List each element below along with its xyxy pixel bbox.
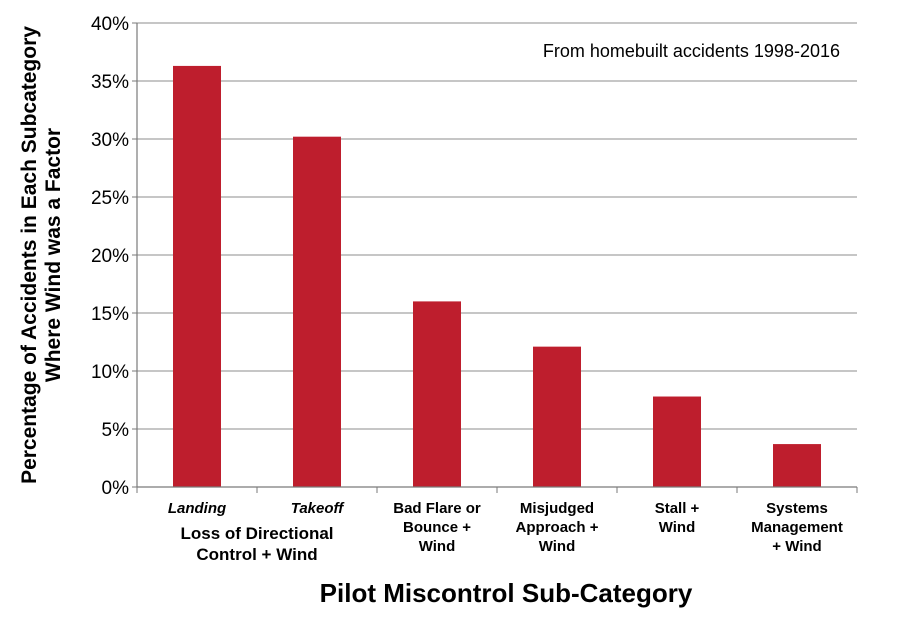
bar bbox=[533, 346, 581, 487]
x-axis-label: Pilot Miscontrol Sub-Category bbox=[320, 578, 693, 608]
group-label: Loss of Directional Control + Wind bbox=[180, 524, 333, 564]
x-category-label: Bad Flare or Bounce + Wind bbox=[393, 500, 481, 555]
x-category-label: Takeoff bbox=[291, 500, 346, 517]
y-tick-labels: 0% 5% 10% 15% 20% 25% 30% 35% 40% bbox=[91, 14, 129, 499]
x-category-label: Stall + Wind bbox=[655, 500, 700, 536]
bar bbox=[653, 396, 701, 487]
y-tick-label: 20% bbox=[91, 246, 129, 267]
x-category-labels: Landing Takeoff Bad Flare or Bounce + Wind Mi… bbox=[168, 500, 843, 555]
y-tick-label: 30% bbox=[91, 130, 129, 151]
y-tick-label: 40% bbox=[91, 14, 129, 35]
bar bbox=[293, 136, 341, 487]
y-tick-label: 10% bbox=[91, 362, 129, 383]
y-axis-label: Percentage of Accidents in Each Subcateg… bbox=[18, 26, 65, 484]
y-tick-label: 0% bbox=[102, 478, 130, 499]
x-category-label: Misjudged Approach + Wind bbox=[516, 500, 599, 555]
chart-annotation: From homebuilt accidents 1998-2016 bbox=[543, 41, 840, 61]
y-tick-label: 15% bbox=[91, 304, 129, 325]
bar bbox=[173, 65, 221, 488]
axes bbox=[132, 22, 858, 493]
x-category-label: Landing bbox=[168, 500, 226, 517]
y-tick-label: 5% bbox=[102, 420, 130, 441]
bar bbox=[413, 301, 461, 487]
y-tick-label: 25% bbox=[91, 188, 129, 209]
gridlines bbox=[137, 22, 857, 430]
bars bbox=[173, 65, 821, 488]
x-category-label: Systems Management + Wind bbox=[751, 500, 843, 555]
bar bbox=[773, 444, 821, 487]
y-tick-label: 35% bbox=[91, 72, 129, 93]
